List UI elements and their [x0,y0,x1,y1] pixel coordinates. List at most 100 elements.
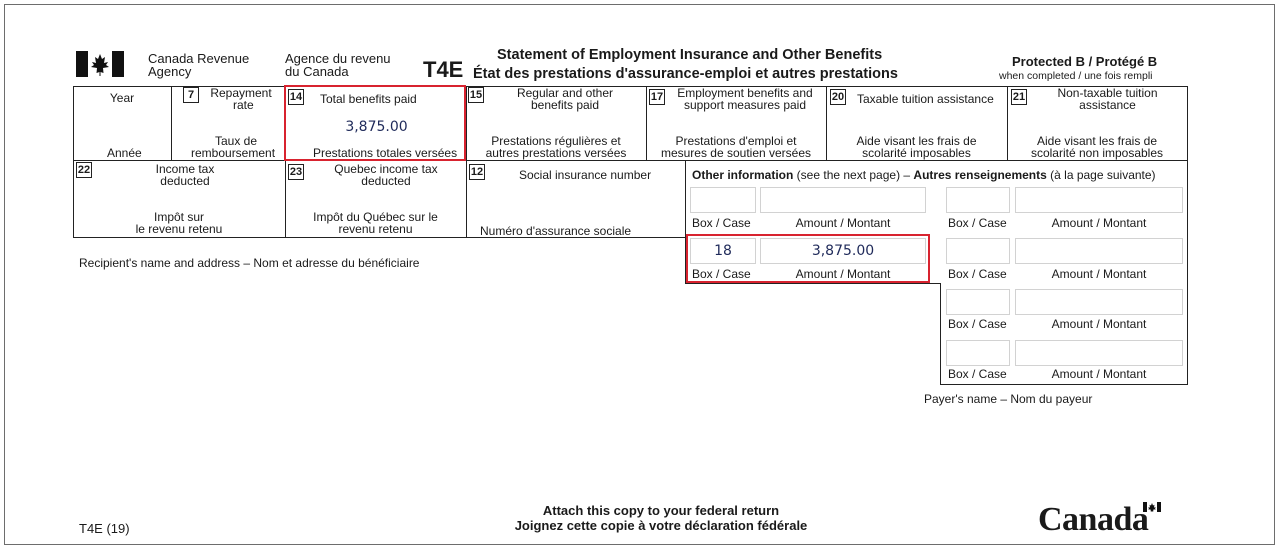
agency-name-en-line2: Agency [148,64,192,79]
box-15-label-en-1: Regular and other [516,86,614,100]
form-version: T4E (19) [79,521,130,536]
form-title-fr: État des prestations d'assurance-emploi … [473,66,898,82]
year-label-en: Year [109,91,135,105]
grid-line-top [73,86,1188,87]
other-amount-field-1[interactable] [760,187,926,213]
wordmark-flag-icon [1143,499,1161,512]
other-amount-field-3[interactable] [760,238,926,264]
box-15-label-fr-2: autres prestations versées [485,146,627,160]
other-box-field-4[interactable] [946,238,1010,264]
protected-note: when completed / une fois rempli [999,70,1153,82]
other-box-field-5[interactable] [946,289,1010,315]
box-14-value[interactable]: 3,875.00 [345,119,408,135]
grid-v-3 [466,86,467,237]
agency-name-fr-line2: du Canada [285,64,349,79]
payer-name-label: Payer's name – Nom du payeur [924,392,1093,406]
form-code: T4E [423,57,464,82]
box-15-number: 15 [468,87,484,103]
box-22-label-en-1: Income tax [155,162,215,176]
box-23-number: 23 [288,164,304,180]
box-23-label-en-1: Quebec income tax [334,162,438,176]
grid-line-other-bottom-a [685,283,940,284]
box-23-label-fr-2: revenu retenu [338,222,413,236]
box-17-label-fr-2: mesures de soutien versées [660,146,812,160]
other-info-heading-fr-bold: Autres renseignements [913,168,1047,182]
box-7-number: 7 [183,87,199,103]
other-box-field-3[interactable] [690,238,756,264]
attach-note-en: Attach this copy to your federal return [542,503,780,518]
other-box-label-2: Box / Case [948,216,1007,230]
other-box-field-1[interactable] [690,187,756,213]
grid-v-other-left [685,160,686,283]
other-amount-label-4: Amount / Montant [1051,267,1147,281]
other-info-heading-en-rest: (see the next page) – [793,168,914,182]
grid-v-left [73,86,74,237]
year-label-fr: Année [107,146,142,160]
other-box-label-3: Box / Case [692,267,751,281]
grid-v-2 [285,86,286,237]
grid-v-4 [646,86,647,160]
recipient-name-address-label: Recipient's name and address – Nom et ad… [79,256,420,270]
other-amount-field-6[interactable] [1015,340,1183,366]
box-17-label-en-1: Employment benefits and [677,86,813,100]
box-12-number: 12 [469,164,485,180]
box-17-label-fr-1: Prestations d'emploi et [675,134,797,148]
box-7-label-en-2: rate [233,98,254,112]
other-amount-value-18[interactable]: 3,875.00 [811,243,875,259]
form-frame [4,4,1275,545]
other-amount-field-2[interactable] [1015,187,1183,213]
box-21-label-fr-1: Aide visant les frais de [1036,134,1158,148]
grid-line-row2-bottom [73,237,685,238]
other-amount-label-5: Amount / Montant [1051,317,1147,331]
box-21-label-fr-2: scolarité non imposables [1030,146,1164,160]
box-15-label-fr-1: Prestations régulières et [491,134,621,148]
other-box-value-18[interactable]: 18 [714,243,732,259]
box-21-number: 21 [1011,89,1027,105]
box-7-label-en-1: Repayment [210,86,272,100]
agency-name-en-line1: Canada Revenue [148,51,250,66]
other-amount-field-5[interactable] [1015,289,1183,315]
box-7-label-fr-1: Taux de [215,134,258,148]
other-box-field-2[interactable] [946,187,1010,213]
canada-flag-icon [76,51,124,77]
other-amount-label-1: Amount / Montant [795,216,891,230]
grid-v-other-step [940,283,941,384]
box-23-label-en-2: deducted [361,174,411,188]
form-title-en: Statement of Employment Insurance and Ot… [497,47,883,63]
grid-v-right [1187,86,1188,384]
attach-note-fr: Joignez cette copie à votre déclaration … [514,518,808,533]
other-box-label-4: Box / Case [948,267,1007,281]
box-20-label-fr-2: scolarité imposables [862,146,971,160]
box-21-label-en-2: assistance [1079,98,1136,112]
other-info-heading: Other information (see the next page) – … [692,169,1156,182]
box-7-label-fr-2: remboursement [191,146,276,160]
box-23-label-fr-1: Impôt du Québec sur le [313,210,438,224]
box-20-label-en: Taxable tuition assistance [857,92,994,106]
box-14-number: 14 [288,89,304,105]
box-20-number: 20 [830,89,846,105]
other-box-field-6[interactable] [946,340,1010,366]
box-18-highlight [686,234,930,283]
box-22-label-fr-2: le revenu retenu [135,222,223,236]
box-14-label-en: Total benefits paid [320,92,417,106]
other-amount-label-6: Amount / Montant [1051,367,1147,381]
other-box-label-5: Box / Case [948,317,1007,331]
grid-v-6 [1007,86,1008,160]
box-15-label-en-2: benefits paid [530,98,600,112]
box-21-label-en-1: Non-taxable tuition [1057,86,1158,100]
box-22-label-en-2: deducted [160,174,210,188]
canada-wordmark: Canada [1038,501,1149,538]
box-22-number: 22 [76,162,92,178]
box-14-highlight [284,85,466,161]
box-22-label-fr-1: Impôt sur [153,210,204,224]
other-info-heading-fr-rest: (à la page suivante) [1046,168,1156,182]
other-amount-field-4[interactable] [1015,238,1183,264]
box-14-label-fr: Prestations totales versées [313,146,458,160]
grid-v-1 [171,86,172,160]
protected-label: Protected B / Protégé B [1012,54,1158,69]
grid-v-5 [826,86,827,160]
agency-name-fr-line1: Agence du revenu [285,51,391,66]
other-box-label-6: Box / Case [948,367,1007,381]
grid-line-mid [73,160,1188,161]
box-12-label-en: Social insurance number [519,168,652,182]
